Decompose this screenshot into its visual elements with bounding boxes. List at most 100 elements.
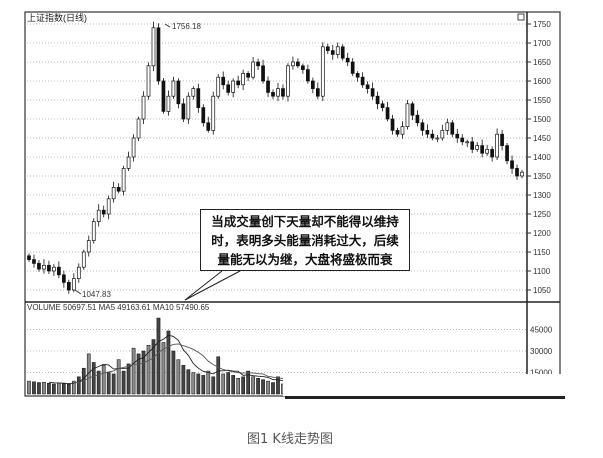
candle-down (410, 103, 415, 116)
volume-bar (171, 350, 176, 395)
volume-bar (86, 353, 91, 395)
candle-up (241, 73, 245, 86)
candle-down (261, 65, 265, 82)
blank-region (283, 374, 583, 396)
volume-ma10-line (73, 343, 284, 384)
candle-up (231, 80, 236, 93)
volume-bar (76, 376, 81, 395)
candle-down (57, 266, 61, 276)
candle-down (181, 103, 186, 120)
volume-bar (161, 342, 166, 395)
candle-up (131, 137, 136, 158)
candle-down (510, 160, 514, 169)
candle-up (335, 46, 340, 55)
volume-ma5-line (48, 334, 284, 385)
candle-down (161, 80, 166, 112)
candle-down (116, 187, 121, 192)
candle-up (495, 133, 499, 158)
candle-down (350, 61, 355, 74)
volume-bar (151, 339, 156, 395)
figure-caption: 图1 K线走势图 (247, 432, 333, 447)
candle-down (301, 65, 305, 70)
volume-bar (27, 380, 31, 395)
candle-up (141, 95, 146, 120)
candle-down (226, 84, 231, 93)
volume-bar (266, 380, 270, 395)
volume-bar (206, 370, 211, 395)
candle-down (47, 264, 51, 272)
candle-up (475, 145, 480, 150)
candle-down (455, 133, 460, 139)
candle-down (37, 263, 41, 270)
candle-up (111, 187, 116, 200)
price-tick-label: 1200 (533, 229, 551, 238)
candle-down (271, 92, 275, 97)
volume-bar (181, 365, 186, 395)
volume-bar (276, 376, 280, 395)
candle-down (206, 122, 211, 131)
candle-down (385, 107, 390, 120)
annotation-box: 当成交量创下天量却不能得以维持 时，表明多头能量消耗过大，后续 量能无以为继，大… (200, 209, 410, 271)
candle-up (71, 278, 76, 291)
candle-down (340, 46, 345, 59)
scan-strip (285, 396, 565, 399)
candle-down (246, 73, 250, 78)
annotation-line: 当成交量创下天量却不能得以维持 (211, 214, 399, 229)
candle-down (196, 88, 201, 108)
volume-tick-label: 30000 (530, 347, 553, 356)
volume-bar (226, 372, 231, 395)
low-pointer (74, 289, 82, 295)
candle-down (156, 27, 161, 82)
volume-bar (57, 382, 61, 395)
candle-up (485, 149, 489, 154)
candle-down (355, 73, 360, 78)
volume-bar (52, 383, 56, 395)
callout-pointer (184, 270, 241, 301)
volume-bar (101, 365, 106, 395)
candle-up (86, 240, 91, 253)
volume-bar (231, 375, 236, 395)
candle-down (425, 130, 430, 135)
candle-up (121, 168, 126, 192)
candle-up (151, 27, 156, 67)
volume-bar (246, 370, 250, 395)
volume-bar (42, 381, 46, 395)
candle-down (390, 118, 395, 131)
volume-bar (126, 363, 131, 395)
candle-down (201, 107, 206, 124)
volume-label: VOLUME 50697.51 MA5 49163.61 MA10 57490.… (27, 303, 210, 312)
candle-up (52, 266, 56, 272)
price-tick-label: 1700 (533, 39, 551, 48)
high-label: 1756.18 (172, 22, 201, 31)
price-tick-label: 1600 (533, 77, 551, 86)
high-pointer (164, 23, 171, 28)
maximize-icon[interactable] (517, 13, 525, 21)
candle-down (101, 209, 106, 215)
candle-up (42, 264, 46, 270)
candle-down (315, 88, 320, 97)
candle-down (266, 80, 270, 93)
volume-bar (241, 376, 245, 395)
candle-down (395, 130, 400, 135)
candle-down (296, 61, 300, 67)
candle-down (365, 84, 370, 89)
volume-bar (186, 369, 191, 395)
candle-down (515, 168, 519, 177)
candle-down (380, 103, 385, 108)
volume-bar (106, 372, 111, 395)
volume-bar (176, 359, 181, 395)
candle-up (136, 118, 141, 139)
volume-bar (71, 380, 76, 395)
volume-bar (111, 373, 116, 395)
candle-down (330, 50, 335, 55)
low-label: 1047.83 (82, 290, 111, 299)
candle-up (405, 103, 410, 127)
price-tick-label: 1450 (533, 134, 551, 143)
candle-up (216, 76, 221, 97)
candle-down (450, 122, 455, 135)
chart-title: 上证指数(日线) (27, 12, 87, 23)
volume-bar (116, 359, 121, 395)
price-tick-label: 1300 (533, 191, 551, 200)
candle-up (276, 88, 280, 97)
candle-up (81, 251, 86, 268)
